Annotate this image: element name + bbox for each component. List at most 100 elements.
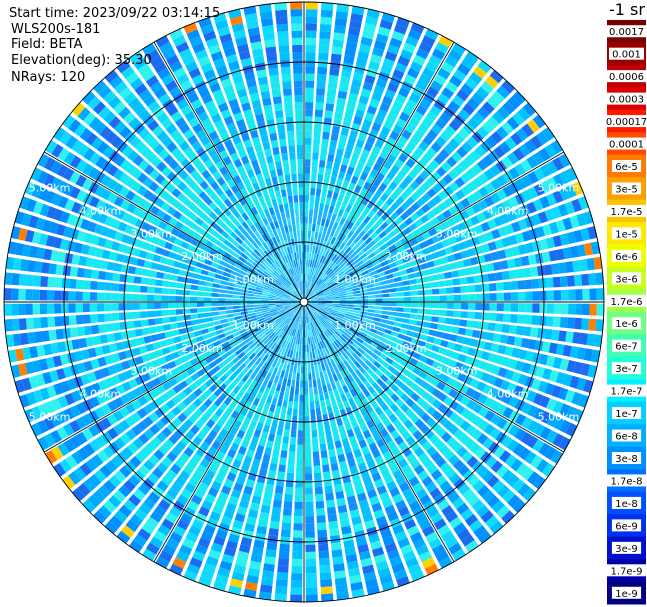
range-gate	[497, 226, 508, 237]
range-gate	[314, 286, 320, 293]
range-gate	[305, 309, 307, 317]
range-gate	[215, 434, 225, 444]
range-gate	[362, 475, 372, 486]
range-gate	[472, 415, 483, 427]
range-gate	[304, 287, 306, 295]
range-gate	[408, 253, 418, 261]
range-gate	[444, 467, 456, 479]
range-gate	[310, 322, 315, 330]
range-gate	[358, 499, 369, 509]
range-gate	[432, 48, 446, 60]
range-gate	[431, 288, 440, 295]
range-gate	[454, 392, 465, 403]
range-gate	[237, 389, 246, 398]
range-gate	[311, 166, 318, 175]
range-gate	[327, 336, 334, 344]
range-gate	[318, 299, 326, 302]
range-gate	[305, 516, 315, 524]
range-gate	[266, 440, 274, 449]
range-gate	[473, 275, 482, 284]
range-gate	[180, 488, 193, 500]
range-gate	[464, 514, 478, 527]
range-gate	[353, 307, 361, 311]
range-gate	[355, 218, 363, 227]
range-gate	[471, 499, 485, 512]
range-gate	[286, 379, 292, 387]
range-gate	[247, 360, 255, 369]
range-gate	[447, 100, 461, 113]
range-gate	[489, 387, 500, 399]
range-gate	[322, 124, 331, 133]
range-gate	[533, 393, 544, 406]
range-gate	[248, 352, 256, 361]
range-gate	[451, 244, 460, 253]
range-gate	[347, 221, 355, 230]
range-gate	[333, 388, 340, 397]
range-gate	[360, 311, 368, 315]
range-gate	[394, 158, 404, 169]
range-gate	[331, 213, 337, 222]
range-gate	[587, 364, 598, 378]
range-gate	[331, 382, 337, 391]
range-gate	[380, 318, 388, 324]
range-gate	[365, 359, 373, 368]
range-gate	[275, 586, 288, 595]
range-gate	[323, 289, 330, 294]
range-gate	[258, 400, 265, 409]
range-gate	[322, 332, 328, 339]
range-gate	[464, 437, 476, 450]
range-gate	[242, 366, 250, 374]
range-gate	[256, 444, 265, 454]
range-gate	[333, 230, 340, 239]
range-gate	[318, 303, 326, 306]
range-gate	[328, 327, 335, 334]
range-gate	[452, 497, 465, 510]
range-gate	[469, 338, 479, 348]
range-gate	[474, 224, 484, 235]
range-gate	[313, 386, 318, 395]
range-gate	[342, 352, 349, 360]
range-gate	[469, 442, 481, 454]
range-gate	[346, 382, 354, 391]
range-gate	[304, 300, 311, 302]
range-gate	[404, 217, 414, 226]
range-gate	[506, 210, 517, 222]
range-gate	[359, 314, 367, 319]
range-gate	[230, 410, 239, 420]
range-gate	[375, 78, 388, 89]
range-gate	[367, 291, 375, 295]
range-gate	[134, 508, 148, 521]
range-gate	[435, 265, 444, 273]
range-gate	[346, 34, 359, 44]
range-gate	[407, 324, 416, 331]
range-gate	[442, 385, 452, 395]
range-gate	[315, 327, 320, 335]
range-gate	[534, 340, 544, 352]
range-gate	[404, 74, 417, 85]
range-gate	[425, 176, 436, 187]
range-gate	[241, 492, 252, 502]
range-gate	[334, 111, 343, 121]
range-gate	[305, 330, 308, 338]
range-gate	[589, 303, 597, 316]
range-gate	[322, 287, 330, 293]
range-gate	[477, 360, 488, 370]
range-gate	[183, 447, 194, 458]
range-gate	[269, 462, 278, 472]
range-gate	[369, 495, 380, 506]
range-gate	[325, 258, 331, 266]
range-gate	[462, 258, 472, 267]
range-gate	[309, 315, 313, 322]
range-gate	[314, 365, 319, 373]
range-gate	[230, 526, 242, 537]
range-gate	[335, 248, 342, 256]
range-gate	[353, 328, 362, 334]
range-gate	[348, 397, 356, 407]
range-gate	[324, 307, 332, 311]
range-gate	[413, 129, 425, 140]
range-gate	[325, 267, 331, 275]
range-gate	[313, 336, 317, 344]
range-gate	[287, 400, 293, 409]
range-gate	[444, 536, 459, 549]
range-gate	[482, 154, 494, 167]
